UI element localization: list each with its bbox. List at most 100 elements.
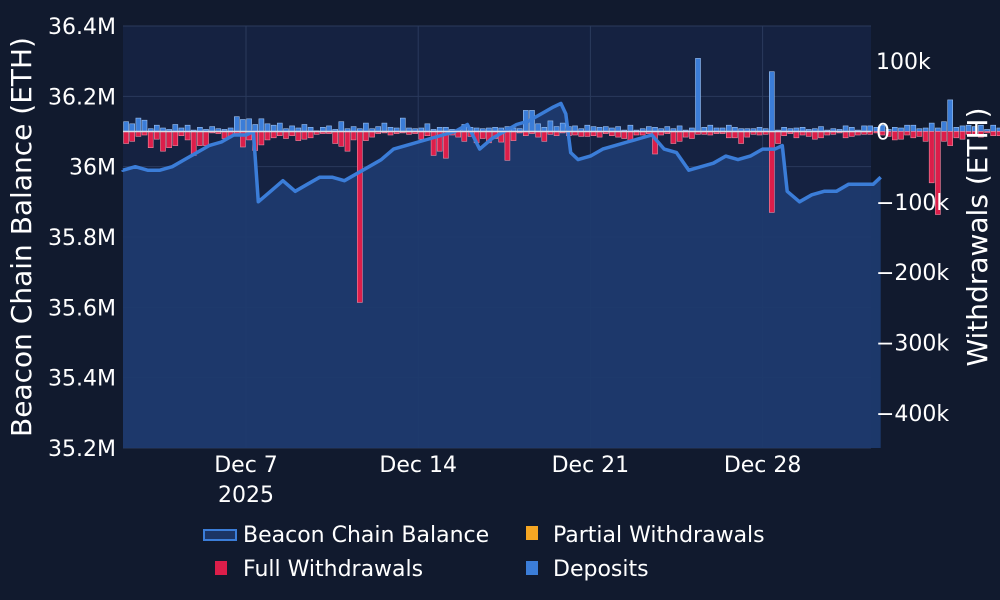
- deposit-bar-130: [922, 127, 929, 132]
- full-withdrawal-bar-38: [356, 131, 363, 303]
- right-tick-label-3: −200k: [876, 261, 949, 286]
- deposit-bar-24: [270, 124, 277, 132]
- full-withdrawal-bar-0: [123, 131, 129, 144]
- full-withdrawal-bar-13: [203, 131, 209, 146]
- deposit-bar-134: [947, 99, 954, 132]
- legend-item-deposits[interactable]: Deposits: [526, 557, 649, 582]
- deposit-bar-18: [234, 116, 240, 132]
- full-withdrawal-bar-77: [596, 131, 603, 138]
- full-withdrawal-bar-29: [301, 131, 308, 140]
- deposit-bar-33: [326, 125, 332, 132]
- left-tick-label-5: 36.2M: [48, 85, 116, 110]
- full-withdrawal-bar-10: [184, 131, 191, 141]
- deposit-bar-98: [725, 124, 732, 132]
- deposit-bar-125: [891, 127, 898, 132]
- full-withdrawal-bar-91: [682, 131, 689, 138]
- legend-item-partial[interactable]: Partial Withdrawals: [526, 523, 765, 548]
- balance-line-layer: [121, 101, 882, 204]
- deposit-bar-120: [861, 125, 867, 132]
- full-withdrawal-bar-6: [160, 131, 166, 152]
- deposit-bar-3: [141, 119, 148, 132]
- full-withdrawal-bar-90: [676, 131, 683, 142]
- legend-label-deposits: Deposits: [553, 557, 649, 582]
- deposit-bar-20: [246, 118, 252, 132]
- legend-label-partial: Partial Withdrawals: [553, 523, 765, 548]
- full-withdrawal-bar-112: [812, 131, 818, 140]
- right-tick-label-4: −300k: [876, 332, 949, 357]
- full-withdrawal-bar-141: [990, 131, 997, 136]
- full-withdrawal-bar-26: [283, 131, 289, 139]
- deposit-bar-73: [572, 125, 578, 132]
- left-tick-label-0: 35.2M: [48, 437, 116, 462]
- full-withdrawal-bar-23: [264, 131, 271, 141]
- deposit-bar-126: [898, 127, 904, 132]
- deposit-bar-25: [276, 122, 283, 132]
- full-withdrawal-bar-39: [363, 131, 369, 141]
- deposit-bar-71: [559, 122, 566, 132]
- full-withdrawal-bar-92: [689, 131, 695, 139]
- full-withdrawal-bar-124: [885, 131, 892, 137]
- legend-item-full[interactable]: Full Withdrawals: [215, 557, 423, 582]
- deposit-bar-105: [768, 71, 775, 132]
- full-withdrawal-bar-139: [978, 131, 984, 138]
- full-withdrawal-bar-123: [879, 131, 886, 136]
- deposit-bar-10: [184, 124, 191, 132]
- deposit-bar-42: [381, 122, 388, 132]
- full-withdrawal-bar-129: [916, 131, 923, 137]
- x-tick-label-3: Dec 28: [724, 453, 802, 478]
- full-withdrawal-bar-68: [541, 131, 548, 142]
- full-withdrawal-bar-125: [891, 131, 898, 141]
- full-withdrawal-bar-63: [510, 131, 517, 141]
- deposit-bar-45: [399, 117, 406, 132]
- x-tick-label-0: Dec 7: [214, 453, 278, 478]
- balance-line: [121, 101, 882, 204]
- x-tick-label-2: Dec 21: [552, 453, 630, 478]
- deposit-bar-95: [707, 124, 714, 132]
- full-withdrawal-bar-140: [984, 131, 990, 134]
- legend: Beacon Chain Balance Partial Withdrawals…: [203, 523, 765, 582]
- deposit-bars: [123, 58, 1000, 132]
- full-withdrawal-bar-142: [996, 131, 1000, 136]
- deposit-bar-75: [584, 124, 591, 132]
- deposit-bar-1: [129, 123, 135, 132]
- full-withdrawal-bar-117: [842, 131, 849, 139]
- deposit-bar-27: [289, 125, 295, 132]
- deposit-bar-5: [154, 124, 160, 132]
- deposit-bar-132: [935, 127, 941, 132]
- full-withdrawal-bar-50: [430, 131, 437, 156]
- legend-item-balance[interactable]: Beacon Chain Balance: [203, 523, 489, 548]
- full-withdrawal-bar-99: [732, 131, 738, 139]
- full-withdrawal-bar-55: [461, 131, 468, 142]
- legend-swatch-partial: [526, 526, 538, 540]
- deposit-bar-117: [842, 125, 849, 132]
- deposit-bar-67: [535, 123, 541, 132]
- full-withdrawal-bar-8: [172, 131, 179, 146]
- left-tick-label-2: 35.6M: [48, 296, 116, 321]
- balance-area: [123, 103, 881, 449]
- full-withdrawal-bar-135: [953, 131, 960, 139]
- deposit-bar-129: [916, 128, 923, 132]
- left-tick-label-1: 35.4M: [48, 367, 116, 392]
- deposit-bar-8: [172, 124, 179, 132]
- full-withdrawal-bar-12: [197, 131, 203, 146]
- full-withdrawal-bar-128: [910, 131, 917, 139]
- legend-swatch-full: [215, 561, 227, 575]
- full-withdrawal-bar-58: [479, 131, 486, 139]
- full-withdrawal-bar-98: [725, 131, 732, 139]
- legend-swatch-deposits: [526, 561, 538, 575]
- full-withdrawal-bar-113: [818, 131, 824, 139]
- full-withdrawal-bar-1: [129, 131, 135, 142]
- full-withdrawal-bar-81: [621, 131, 628, 139]
- deposit-bar-128: [910, 124, 917, 132]
- full-withdrawal-bar-37: [350, 131, 357, 141]
- deposit-bar-69: [547, 120, 554, 132]
- balance-area-fill: [123, 103, 881, 449]
- deposit-bar-93: [695, 58, 701, 132]
- deposit-bar-35: [338, 121, 345, 132]
- right-axis-title: Withdrawals (ETH): [961, 107, 994, 366]
- full-withdrawal-bar-7: [166, 131, 172, 149]
- deposit-bar-23: [264, 123, 271, 132]
- deposit-bar-127: [904, 124, 910, 132]
- full-withdrawal-bar-24: [270, 131, 277, 139]
